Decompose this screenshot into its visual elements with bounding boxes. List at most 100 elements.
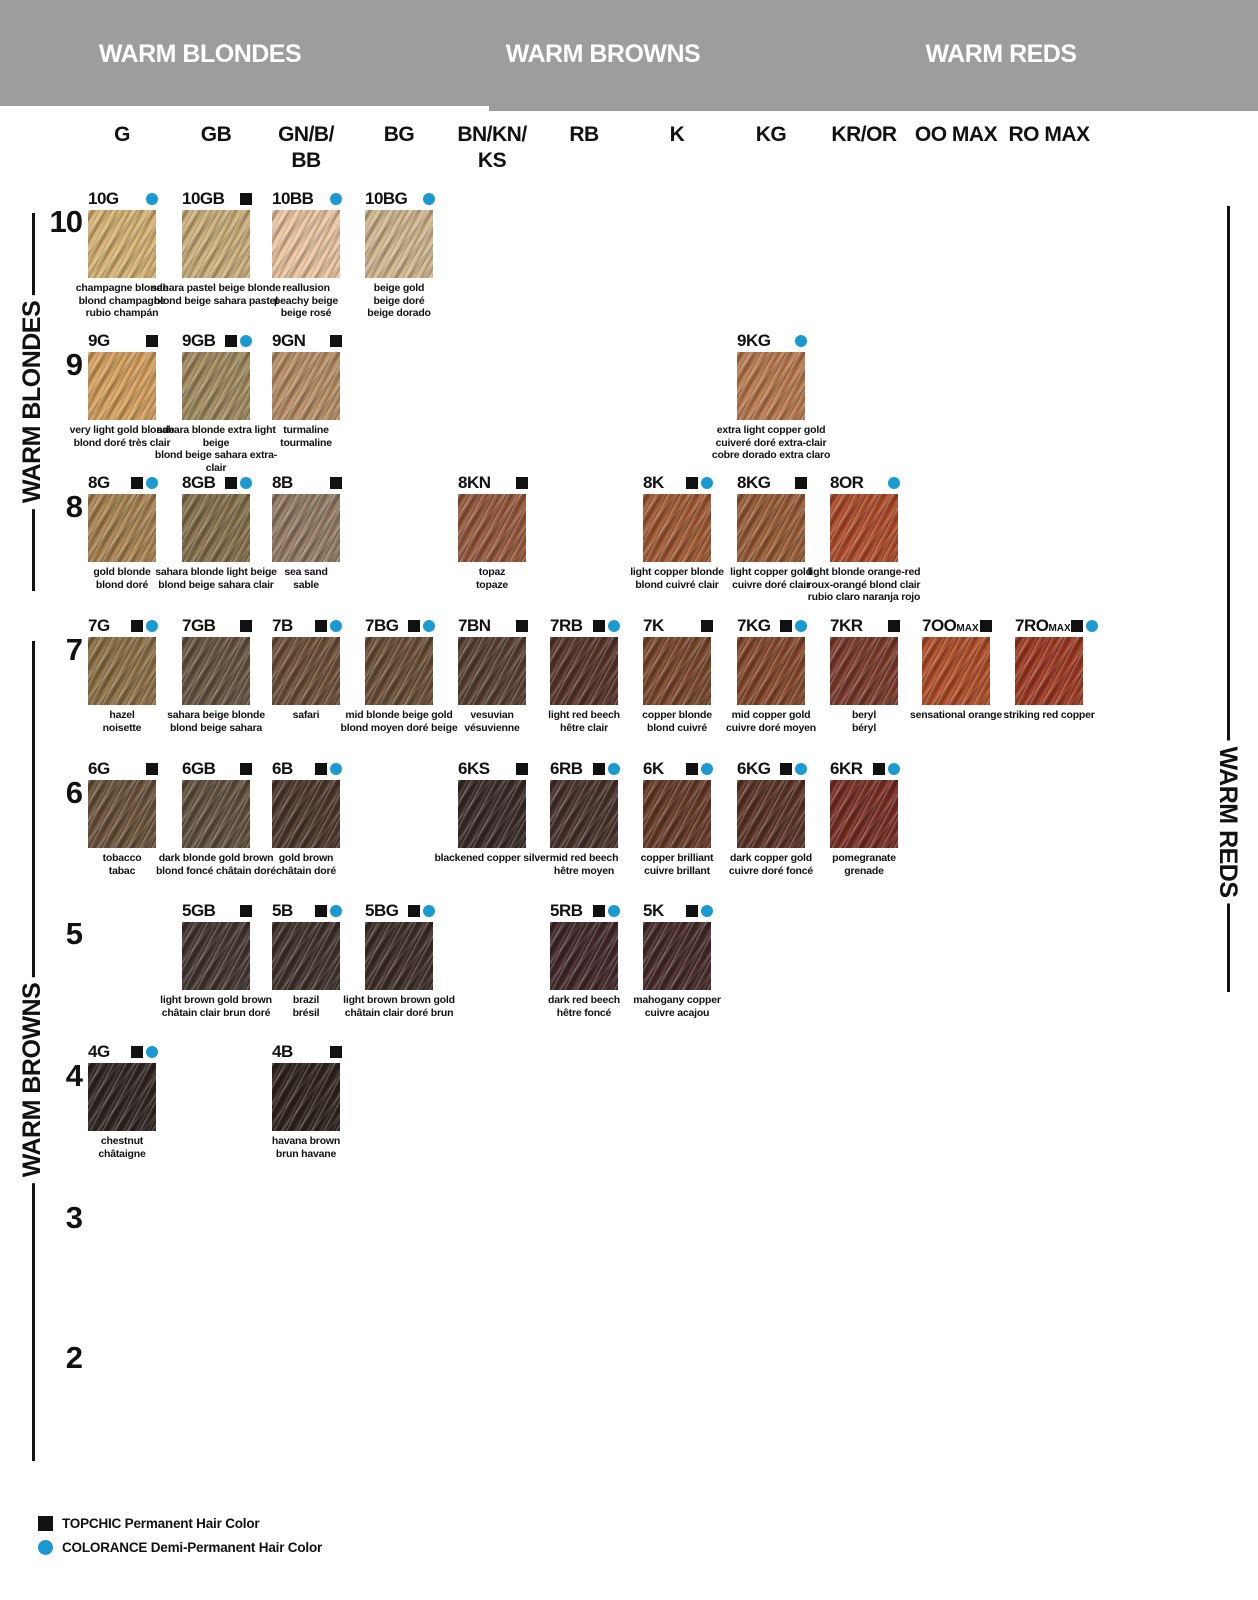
swatch-code-row: 4G (88, 1042, 158, 1062)
swatch-names: topaz topaze (475, 566, 509, 591)
colorance-dot-icon (1085, 620, 1098, 632)
swatch-code-suffix: MAX (956, 623, 979, 634)
swatch-code-row: 7BG (365, 616, 435, 636)
swatch-code-row: 6RB (550, 759, 620, 779)
swatch-color (272, 780, 340, 848)
swatch-names: safari (292, 709, 320, 721)
topchic-square-icon (240, 905, 252, 917)
swatch-color (643, 637, 711, 705)
swatch-markers (315, 905, 342, 917)
colorance-dot-icon (146, 620, 158, 632)
topchic-square-icon (686, 477, 698, 489)
colorance-dot-icon (888, 477, 900, 489)
swatch-code-row: 7KG (737, 616, 807, 636)
swatch-color (737, 637, 805, 705)
swatch-cell-5BG: 5BG light brown brown gold châtain clair d… (343, 901, 455, 1019)
swatch-color (550, 637, 618, 705)
swatch-names: sahara blonde light beige blond beige sah… (155, 566, 277, 591)
swatch-markers (146, 335, 158, 347)
swatch-code-row: 10G (88, 189, 158, 209)
swatch-cell-7ROMAX: 7ROMAX striking red copper (1003, 616, 1098, 721)
swatch-cell-6K: 6K copper brilliant cuivre brillant (641, 759, 714, 877)
swatch-cell-4G: 4G chestnut châtaigne (88, 1042, 158, 1160)
swatch-color (1015, 637, 1083, 705)
topchic-square-icon (225, 335, 237, 347)
swatch-cell-7K: 7K copper blonde blond cuivré (642, 616, 713, 734)
swatch-names: light brown brown gold châtain clair doré… (343, 994, 455, 1019)
swatch-code-row: 8KN (458, 473, 528, 493)
swatch-color (550, 780, 618, 848)
topchic-square-icon (225, 477, 237, 489)
swatch-cell-8OR: 8OR light blonde orange-red roux-orangé bl… (808, 473, 921, 603)
swatch-names: dark red beech hêtre foncé (548, 994, 620, 1019)
topchic-square-icon (146, 763, 158, 775)
swatch-code: 7KG (737, 616, 771, 635)
swatch-markers (146, 193, 158, 205)
warm-browns-side-label: WARM BROWNS (18, 976, 47, 1184)
swatch-color (88, 1063, 156, 1131)
swatch-cell-4B: 4B havana brown brun havane (272, 1042, 342, 1160)
topchic-square-icon (408, 620, 420, 632)
topchic-square-icon (516, 620, 528, 632)
swatch-color (830, 494, 898, 562)
swatch-code-row: 8GB (182, 473, 252, 493)
topchic-square-icon (516, 763, 528, 775)
swatch-code-row: 10BB (272, 189, 342, 209)
swatch-code-row: 10BG (365, 189, 435, 209)
swatch-cell-8GB: 8GB sahara blonde light beige blond beige … (155, 473, 277, 591)
colorance-dot-icon (330, 193, 342, 205)
swatch-color (550, 922, 618, 990)
swatch-code-row: 5RB (550, 901, 620, 921)
swatch-code-suffix: MAX (1048, 623, 1071, 634)
colorance-dot-icon (701, 763, 713, 775)
swatch-code: 9GB (182, 331, 216, 350)
swatch-color (272, 1063, 340, 1131)
swatch-color (643, 780, 711, 848)
swatch-cell-10BG: 10BG beige gold beige doré beige dorado (365, 189, 435, 319)
topchic-square-icon (240, 193, 252, 205)
column-header-BNKNKS: BN/KN/KS (457, 123, 527, 173)
swatch-markers (330, 477, 342, 489)
colorance-dot-icon (146, 477, 158, 489)
swatch-markers (146, 763, 158, 775)
swatch-names: mid copper gold cuivre doré moyen (726, 709, 816, 734)
legend-row-topchic: TOPCHIC Permanent Hair Color (38, 1516, 322, 1531)
swatch-names: beryl béryl (851, 709, 877, 734)
colorance-dot-icon (608, 620, 620, 632)
swatch-code-row: 6GB (182, 759, 252, 779)
topchic-square-icon (686, 905, 698, 917)
swatch-color (182, 352, 250, 420)
swatch-code: 6RB (550, 759, 583, 778)
swatch-color (88, 637, 156, 705)
topchic-square-icon (701, 620, 713, 632)
swatch-color (182, 922, 250, 990)
swatch-color (182, 494, 250, 562)
swatch-code: 6B (272, 759, 293, 778)
colorance-dot-icon (608, 905, 620, 917)
swatch-code-row: 5GB (182, 901, 252, 921)
swatch-code-row: 7RB (550, 616, 620, 636)
topchic-square-icon (240, 763, 252, 775)
column-header-BG: BG (383, 123, 415, 146)
swatch-color (737, 352, 805, 420)
level-number-7: 7 (65, 632, 83, 667)
swatch-names: copper brilliant cuivre brillant (640, 852, 714, 877)
swatch-names: reallusion peachy beige beige rosé (273, 282, 339, 320)
colorance-dot-icon (795, 620, 807, 632)
swatch-cell-7BG: 7BG mid blonde beige gold blond moyen doré… (341, 616, 458, 734)
swatch-markers (888, 620, 900, 632)
swatch-color (458, 494, 526, 562)
swatch-code: 6G (88, 759, 110, 778)
swatch-code: 8OR (830, 473, 864, 492)
swatch-markers (240, 763, 252, 775)
swatch-code-row: 8KG (737, 473, 807, 493)
swatch-color (272, 352, 340, 420)
column-header-RB: RB (569, 123, 599, 146)
swatch-names: havana brown brun havane (271, 1135, 341, 1160)
swatch-cell-7KG: 7KG mid copper gold cuivre doré moyen (726, 616, 816, 734)
swatch-markers (131, 620, 158, 632)
column-header-GNBBB: GN/B/BB (278, 123, 334, 173)
swatch-cell-7BN: 7BN vesuvian vésuvienne (458, 616, 528, 734)
swatch-markers (131, 477, 158, 489)
swatch-names: gold blonde blond doré (93, 566, 151, 591)
